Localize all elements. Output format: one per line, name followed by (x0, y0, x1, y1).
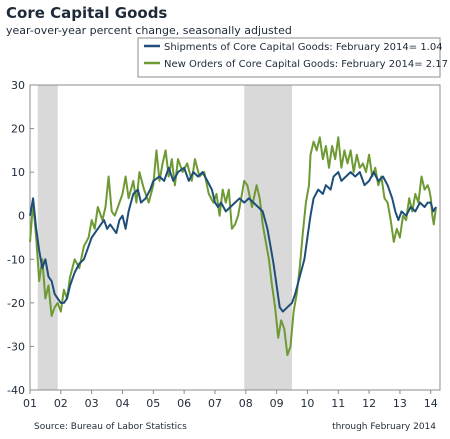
y-tick-label: 0 (18, 210, 25, 223)
x-tick-label: 07 (208, 397, 222, 410)
x-tick-label: 10 (300, 397, 314, 410)
y-tick-label: 10 (11, 166, 25, 179)
legend-label-shipments: Shipments of Core Capital Goods: Februar… (164, 42, 443, 53)
x-tick-label: 11 (331, 397, 345, 410)
x-tick-label: 01 (23, 397, 37, 410)
legend-label-new-orders: New Orders of Core Capital Goods: Februa… (164, 59, 448, 70)
x-tick-label: 13 (393, 397, 407, 410)
y-tick-label: -30 (7, 340, 25, 353)
x-tick-label: 05 (146, 397, 160, 410)
legend-box (137, 37, 441, 78)
x-tick-label: 03 (85, 397, 99, 410)
x-tick-label: 12 (362, 397, 376, 410)
y-tick-label: -10 (7, 253, 25, 266)
chart-subtitle: year-over-year percent change, seasonall… (6, 24, 292, 37)
series-line-shipments (29, 166, 437, 313)
x-tick-label: 09 (270, 397, 284, 410)
through-note: through February 2014 (332, 422, 436, 432)
x-tick-label: 02 (54, 397, 68, 410)
source-note: Source: Bureau of Labor Statistics (34, 422, 187, 432)
y-tick-label: -20 (7, 297, 25, 310)
chart-title: Core Capital Goods (6, 4, 168, 22)
x-tick-label: 08 (239, 397, 253, 410)
y-tick-label: 20 (11, 123, 25, 136)
x-tick-label: 06 (177, 397, 191, 410)
y-tick-label: -40 (7, 384, 25, 397)
x-tick-label: 14 (424, 397, 438, 410)
recession-band-1 (37, 85, 58, 390)
y-tick-label: 30 (11, 79, 25, 92)
series-line-new-orders (29, 136, 437, 357)
x-tick-label: 04 (115, 397, 129, 410)
